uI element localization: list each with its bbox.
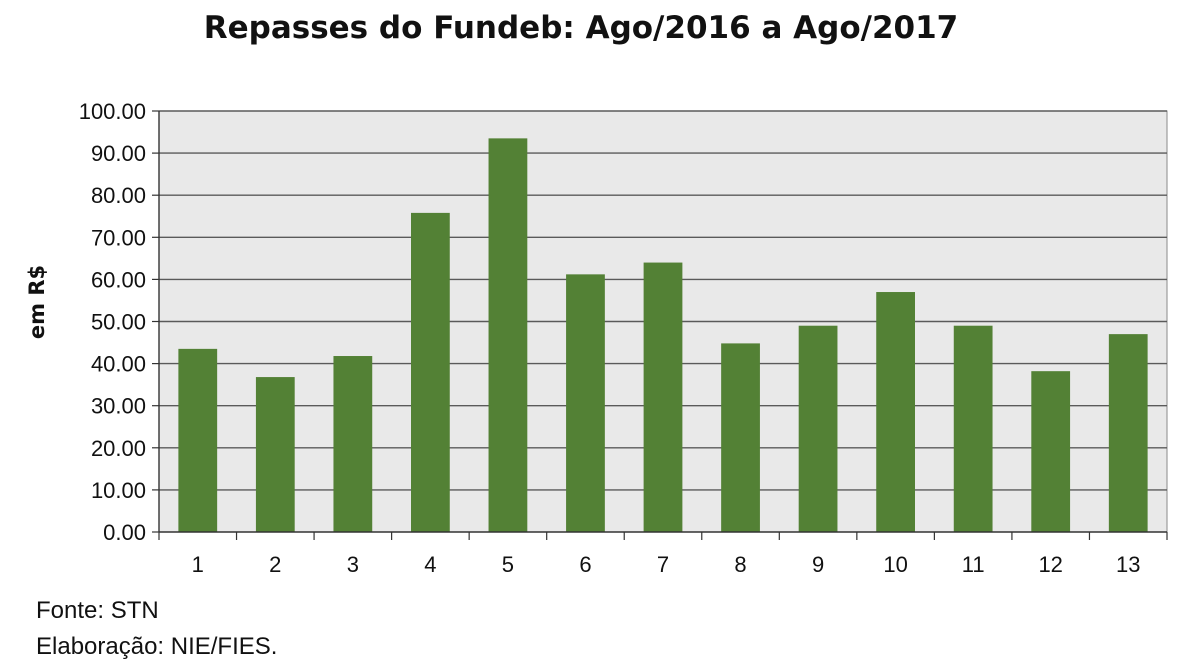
x-tick-label: 7 — [657, 552, 669, 577]
y-tick-label: 100.00 — [79, 99, 146, 124]
x-tick-label: 12 — [1038, 552, 1062, 577]
bar-3 — [333, 356, 373, 532]
bar-1 — [178, 348, 218, 532]
axes — [152, 110, 1168, 540]
bar-6 — [566, 274, 605, 532]
y-tick-label: 40.00 — [91, 352, 146, 377]
bar-12 — [1031, 371, 1071, 532]
bar-8 — [721, 343, 760, 532]
x-tick-label: 5 — [502, 552, 514, 577]
x-tick-labels: 1 2 3 4 5 6 7 8 9 10 11 12 13 — [192, 552, 1141, 577]
x-tick-label: 6 — [579, 552, 591, 577]
y-tick-label: 90.00 — [91, 141, 146, 166]
y-tick-label: 50.00 — [91, 310, 146, 335]
x-tick-label: 10 — [883, 552, 907, 577]
x-tick-label: 3 — [347, 552, 359, 577]
x-tick-label: 11 — [962, 552, 985, 577]
y-tick-label: 10.00 — [91, 478, 146, 503]
x-tick-label: 1 — [192, 552, 204, 577]
x-tick-label: 13 — [1116, 552, 1140, 577]
y-tick-labels: 0.00 10.00 20.00 30.00 40.00 50.00 60.00 70.00 8… — [79, 99, 146, 545]
bar-9 — [798, 325, 838, 532]
y-tick-label: 60.00 — [91, 267, 146, 292]
bar-5 — [488, 138, 528, 533]
x-tick-label: 9 — [812, 552, 824, 577]
y-tick-label: 20.00 — [91, 436, 146, 461]
source-note: Fonte: STN — [36, 597, 159, 624]
y-tick-label: 30.00 — [91, 394, 146, 419]
bar-13 — [1108, 334, 1148, 532]
bar-4 — [411, 212, 450, 532]
chart-title: Repasses do Fundeb: Ago/2016 a Ago/2017 — [204, 10, 959, 46]
y-tick-label: 0.00 — [103, 520, 146, 545]
bar-10 — [876, 292, 915, 532]
y-tick-label: 70.00 — [91, 225, 146, 250]
bar-7 — [643, 262, 683, 532]
bar-2 — [255, 377, 295, 532]
bar-11 — [953, 325, 993, 532]
x-tick-label: 8 — [734, 552, 746, 577]
y-axis-label: em R$ — [25, 265, 49, 339]
gridlines — [159, 110, 1167, 491]
y-tick-label: 80.00 — [91, 183, 146, 208]
bars — [178, 138, 1148, 533]
x-tick-label: 2 — [269, 552, 281, 577]
credit-note: Elaboração: NIE/FIES. — [36, 633, 278, 660]
x-tick-label: 4 — [424, 552, 436, 577]
